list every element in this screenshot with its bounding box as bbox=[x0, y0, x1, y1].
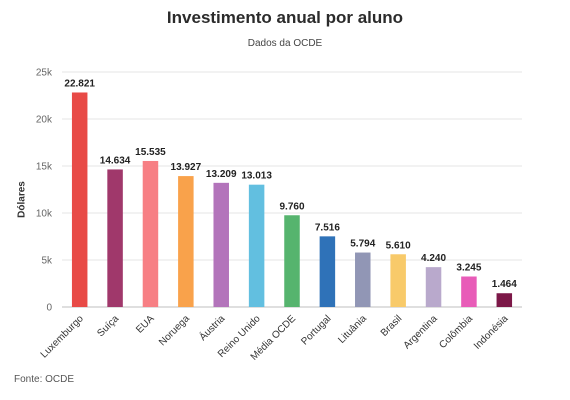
x-tick-label: Argentina bbox=[402, 313, 440, 351]
x-tick-label: Lituânia bbox=[336, 313, 369, 346]
y-tick-label: 10k bbox=[36, 209, 53, 220]
data-label: 1.464 bbox=[492, 279, 517, 290]
y-tick-label: 20k bbox=[36, 115, 53, 126]
bar bbox=[71, 92, 88, 307]
x-tick-label: Colômbia bbox=[437, 313, 475, 351]
bar bbox=[248, 184, 265, 307]
x-tick-label: Suíça bbox=[95, 313, 121, 339]
x-tick-label: Luxemburgo bbox=[39, 313, 86, 360]
bar bbox=[390, 254, 406, 307]
data-label: 14.634 bbox=[100, 155, 131, 166]
bar bbox=[178, 176, 194, 307]
chart-title: Investimento anual por aluno bbox=[166, 8, 404, 27]
data-label: 5.610 bbox=[386, 240, 411, 251]
bar bbox=[425, 267, 442, 307]
y-tick-label: 5k bbox=[41, 256, 53, 267]
bar bbox=[461, 276, 477, 307]
bar bbox=[319, 236, 336, 307]
chart-subtitle: Dados da OCDE bbox=[247, 38, 323, 49]
data-label: 3.245 bbox=[456, 262, 481, 273]
bar bbox=[284, 215, 300, 307]
x-tick-label: Indonésia bbox=[472, 313, 511, 352]
y-tick-label: 25k bbox=[36, 68, 53, 79]
bar bbox=[496, 293, 513, 307]
data-label: 5.794 bbox=[350, 239, 375, 250]
data-label: 9.760 bbox=[279, 201, 304, 212]
data-label: 7.516 bbox=[315, 222, 340, 233]
data-label: 13.209 bbox=[206, 169, 237, 180]
bar bbox=[142, 160, 159, 307]
bar bbox=[107, 169, 123, 307]
data-label: 4.240 bbox=[421, 253, 446, 264]
x-tick-label: Brasil bbox=[379, 313, 404, 338]
data-label: 13.927 bbox=[171, 162, 202, 173]
y-tick-label: 15k bbox=[36, 162, 53, 173]
y-tick-label: 0 bbox=[46, 303, 52, 314]
x-tick-label: EUA bbox=[134, 313, 157, 336]
source-note: Fonte: OCDE bbox=[14, 374, 75, 385]
bar bbox=[213, 182, 229, 307]
x-tick-label: Portugal bbox=[299, 313, 333, 347]
x-tick-label: Áustria bbox=[196, 312, 228, 344]
data-label: 22.821 bbox=[64, 78, 95, 89]
data-label: 13.013 bbox=[241, 171, 272, 182]
bar bbox=[355, 252, 371, 307]
x-tick-label: Noruega bbox=[157, 313, 192, 348]
data-label: 15.535 bbox=[135, 147, 166, 158]
